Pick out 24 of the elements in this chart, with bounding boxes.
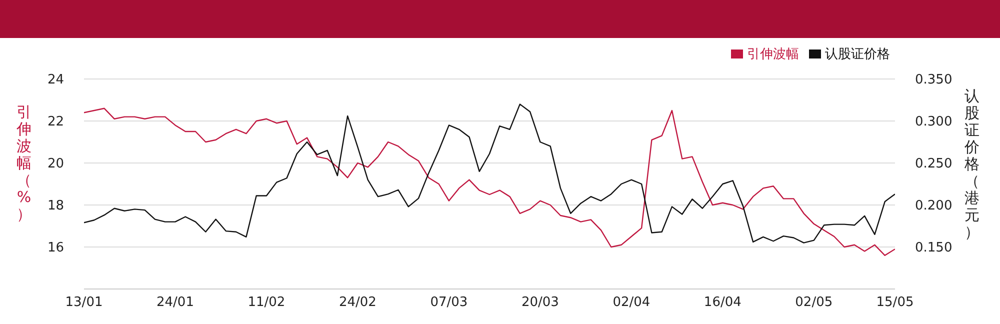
y-tick-label: 20 (47, 156, 64, 172)
y-tick-label: 16 (47, 240, 64, 256)
x-tick-label: 24/01 (156, 295, 194, 310)
x-tick-label: 16/04 (704, 295, 742, 310)
x-tick-label: 13/01 (65, 295, 103, 310)
text: 认股证价格（港元） (964, 87, 980, 241)
y-tick-label: 24 (47, 72, 64, 88)
y2-tick-label: 0.200 (915, 198, 952, 214)
y2-tick-label: 0.250 (915, 156, 952, 172)
x-tick-label: 24/02 (338, 295, 376, 310)
x-tick-label: 20/03 (521, 295, 559, 310)
x-tick-label: 02/04 (612, 295, 650, 310)
y2-tick-label: 0.350 (915, 72, 952, 88)
y-tick-label: 18 (47, 198, 64, 214)
y2-tick-label: 0.300 (915, 114, 952, 130)
x-tick-label: 11/02 (248, 295, 286, 310)
legend-label: 引伸波幅 (747, 47, 799, 62)
x-tick-label: 15/05 (876, 295, 914, 310)
y-axis-title: 引伸波幅（%） (16, 103, 32, 223)
y-tick-label: 22 (47, 114, 64, 130)
x-tick-label: 02/05 (795, 295, 833, 310)
x-tick-label: 07/03 (430, 295, 468, 310)
y2-tick-label: 0.150 (915, 240, 952, 256)
legend-label: 认股证价格 (825, 47, 890, 62)
